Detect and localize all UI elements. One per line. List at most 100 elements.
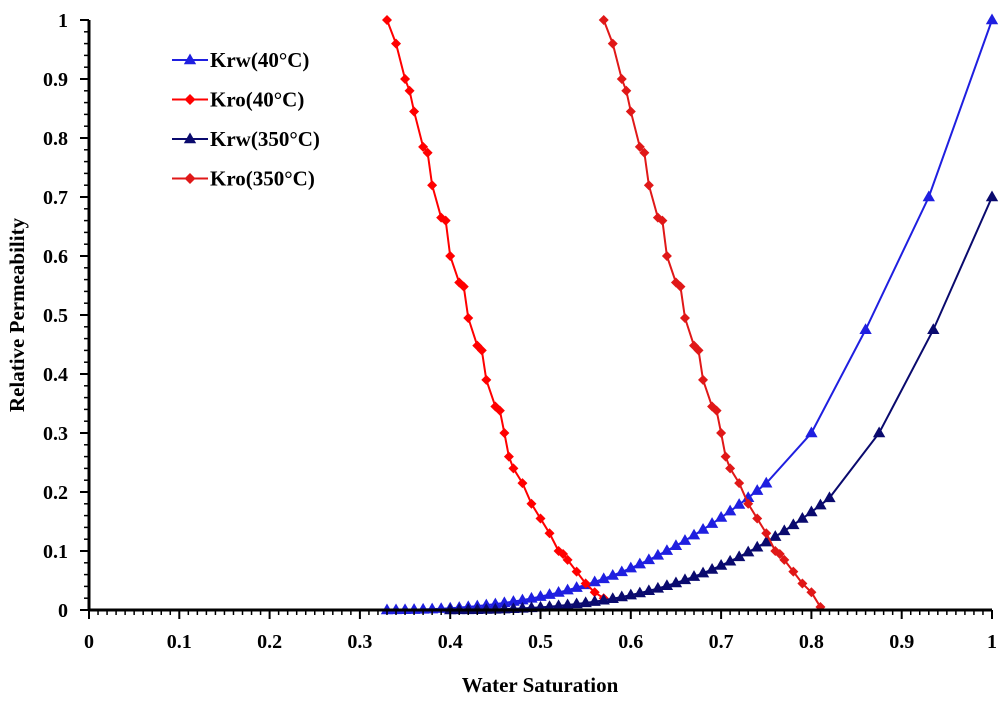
data-point [797, 578, 808, 589]
series-0 [380, 13, 999, 615]
series-2 [444, 190, 999, 615]
data-point [751, 484, 764, 495]
data-point [463, 312, 474, 323]
x-tick-label: 0.5 [528, 631, 553, 653]
series-3 [598, 15, 826, 613]
data-point [678, 573, 692, 585]
data-point [606, 568, 619, 580]
data-point [872, 426, 886, 438]
data-point [698, 374, 709, 385]
x-tick-label: 0 [84, 631, 94, 653]
data-point [535, 513, 546, 524]
data-point [597, 593, 610, 605]
x-tick-label: 1 [987, 631, 997, 653]
data-point [760, 535, 773, 547]
data-point [526, 498, 537, 509]
data-point [720, 451, 731, 462]
data-point [507, 595, 520, 606]
data-point [742, 491, 755, 502]
data-point [580, 578, 591, 589]
data-point [517, 478, 528, 489]
data-point [633, 557, 647, 569]
x-tick-label: 0.7 [709, 631, 734, 653]
data-point [589, 587, 600, 598]
legend: Krw(40°C) Kro(40°C) Krw(350°C) Kro(350°C) [172, 48, 320, 191]
data-point [418, 141, 429, 152]
x-tick-label: 0.1 [167, 631, 192, 653]
y-tick-label: 0 [58, 600, 68, 622]
data-point [696, 523, 710, 534]
data-point [381, 15, 392, 25]
data-point [494, 405, 505, 416]
data-point [774, 548, 785, 559]
data-point [678, 534, 692, 545]
x-tick-label: 0.2 [257, 631, 282, 653]
data-point [796, 512, 809, 523]
data-point [391, 38, 402, 49]
data-point [734, 478, 745, 489]
data-point [661, 251, 672, 261]
ticks-layer [80, 19, 993, 619]
data-point [598, 15, 609, 25]
data-point [723, 554, 737, 566]
legend-marker [184, 173, 196, 184]
legend-item: Krw(40°C) [172, 48, 309, 72]
data-point [779, 554, 790, 565]
data-point [693, 345, 704, 356]
x-axis-title: Water Saturation [462, 673, 619, 697]
data-point [732, 550, 746, 562]
y-tick-label: 0.1 [43, 541, 68, 563]
data-point [743, 498, 754, 509]
data-point [742, 545, 755, 557]
data-point [805, 426, 818, 438]
data-point [607, 38, 618, 49]
data-point [508, 463, 519, 474]
x-tick-label: 0.4 [438, 631, 463, 653]
series-line [450, 196, 993, 611]
data-point [570, 597, 583, 609]
data-point [404, 85, 415, 96]
y-tick-label: 0.7 [43, 187, 68, 209]
data-point [805, 505, 818, 517]
data-point [440, 215, 451, 226]
data-point [705, 517, 719, 528]
y-tick-label: 0.9 [43, 69, 68, 91]
data-point [561, 598, 574, 610]
data-point [588, 595, 601, 606]
data-point [481, 374, 492, 385]
data-point [543, 600, 556, 611]
data-point [769, 530, 782, 541]
data-point [498, 596, 511, 608]
data-point [732, 498, 746, 509]
x-tick-label: 0.3 [347, 631, 372, 653]
data-point [503, 451, 514, 462]
legend-label: Krw(40°C) [210, 48, 309, 72]
data-point [525, 591, 538, 603]
data-point [714, 511, 728, 522]
data-point [427, 180, 438, 191]
legend-marker [183, 132, 197, 144]
data-point [985, 190, 999, 202]
data-point [552, 599, 565, 611]
data-point [499, 428, 510, 438]
data-point [714, 559, 728, 570]
data-point [711, 405, 722, 416]
data-point [633, 586, 647, 598]
data-point [760, 476, 773, 488]
series-line [386, 19, 993, 611]
legend-item: Krw(350°C) [172, 127, 320, 151]
tick-labels-layer: 0 0.1 0.2 0.3 0.4 0.5 0.6 0.7 0.8 0.9 1 0 0.1 0.2 0.3 0… [43, 10, 997, 653]
data-point [787, 518, 800, 530]
data-point [687, 528, 701, 540]
data-point [409, 106, 420, 117]
y-tick-label: 0.8 [43, 128, 68, 150]
y-tick-label: 0.4 [43, 364, 68, 386]
data-point [476, 345, 487, 356]
data-point [606, 592, 619, 603]
data-point [675, 281, 686, 292]
data-point [716, 428, 727, 438]
data-point [696, 566, 710, 578]
data-point [588, 575, 601, 587]
data-point [422, 147, 433, 158]
data-point [660, 544, 674, 555]
